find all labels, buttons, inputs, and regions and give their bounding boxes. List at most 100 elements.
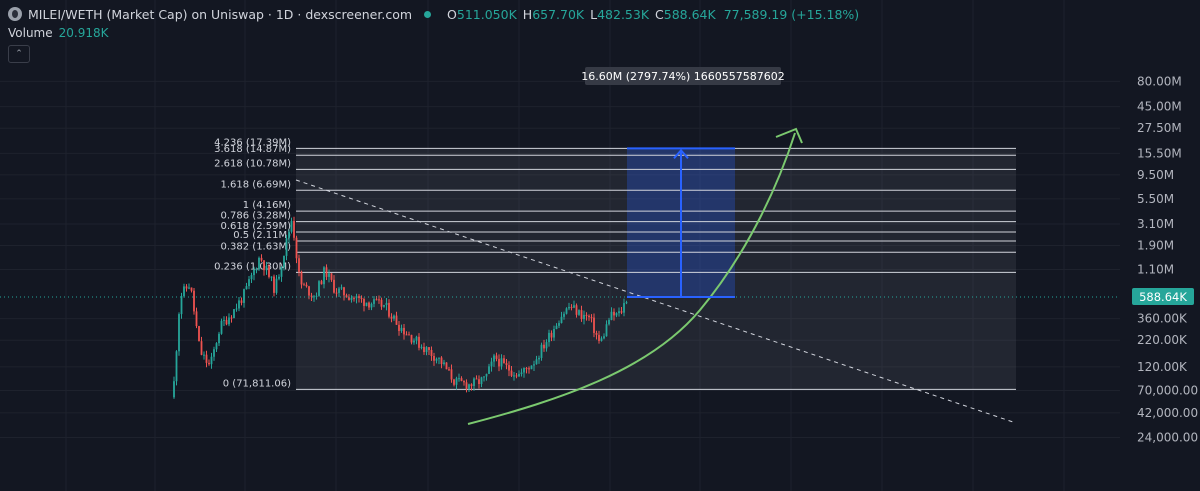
candle-body — [390, 316, 393, 319]
candle-body — [425, 347, 428, 353]
candle-body — [193, 290, 195, 312]
fib-level-label: 2.618 (10.78M) — [214, 158, 291, 169]
price-axis-tick: 27.50M — [1137, 121, 1182, 135]
candle-body — [458, 378, 460, 380]
candle-body — [283, 255, 285, 268]
candle-body — [338, 288, 340, 293]
candle-body — [568, 306, 570, 309]
price-axis-tick: 24,000.00 — [1137, 430, 1198, 444]
candle-body — [600, 338, 603, 341]
candle-body — [473, 378, 475, 386]
candle-body — [400, 327, 403, 332]
candle-body — [203, 354, 205, 356]
candle-body — [608, 319, 610, 325]
price-axis-tick: 5.50M — [1137, 192, 1174, 206]
downtrend-line[interactable] — [295, 179, 1017, 424]
candle-body — [285, 238, 288, 256]
candle-body — [405, 334, 408, 336]
candle-body — [395, 315, 398, 325]
candle-body — [208, 362, 210, 365]
projection-measure[interactable] — [627, 147, 735, 298]
candle-body — [250, 275, 253, 280]
candle-body — [303, 284, 305, 286]
candle-body — [520, 372, 523, 374]
curve-arrow-head — [775, 127, 803, 144]
candle-body — [535, 359, 538, 365]
ohlc-open-key: O — [447, 6, 457, 22]
candle-body — [175, 351, 178, 382]
candle-body — [480, 377, 483, 385]
fib-level-label: 0.382 (1.63M) — [220, 241, 291, 252]
price-axis-tick: 80.00M — [1137, 74, 1182, 88]
candle-body — [530, 365, 533, 370]
fib-level-label: 0.236 (1.030M) — [214, 261, 291, 272]
ohlc-high-key: H — [522, 6, 533, 22]
price-axis-tick: 42,000.00 — [1137, 406, 1198, 420]
measure-label-text: 16.60M (2797.74%) 1660557587602 — [581, 70, 784, 83]
symbol-title[interactable]: MILEI/WETH (Market Cap) on Uniswap · 1D … — [28, 6, 413, 22]
candle-body — [413, 340, 415, 343]
candle-body — [245, 286, 248, 290]
candle-body — [305, 284, 308, 287]
candle-body — [478, 379, 480, 385]
collapse-legend-button[interactable]: ⌃ — [8, 45, 30, 63]
candle-body — [328, 273, 330, 277]
candle-body — [468, 384, 470, 389]
candle-body — [225, 319, 228, 325]
fib-level-label: 0.786 (3.28M) — [220, 211, 291, 222]
candle-body — [293, 220, 295, 238]
candle-body — [453, 379, 455, 385]
candle-body — [178, 314, 180, 352]
fib-level-label: 0.5 (2.11M) — [233, 230, 291, 241]
candle-body — [428, 347, 430, 350]
candle-body — [383, 305, 385, 307]
candle-body — [508, 365, 510, 371]
candle-body — [518, 373, 520, 377]
candle-body — [378, 299, 380, 301]
price-axis[interactable]: 80.00M 45.00M 27.50M 15.50M 9.50M 5.50M 3.10M 1… — [1137, 74, 1198, 444]
fib-level-label: 1 (4.16M) — [243, 200, 291, 211]
candle-body — [483, 376, 485, 378]
candle-body — [563, 313, 565, 317]
volume-label: Volume — [8, 26, 53, 40]
candle-body — [183, 286, 185, 297]
candle-body — [588, 315, 590, 318]
candle-body — [555, 325, 558, 330]
candle-body — [585, 314, 588, 316]
candle-body — [580, 310, 583, 320]
candle-body — [233, 309, 235, 318]
candle-body — [398, 324, 400, 332]
candle-body — [265, 266, 268, 271]
candle-body — [498, 358, 500, 367]
candle-body — [325, 267, 328, 277]
candle-body — [345, 295, 348, 298]
candle-body — [540, 344, 543, 358]
measure-label: 16.60M (2797.74%) 1660557587602 — [581, 67, 785, 85]
candle-body — [523, 368, 525, 373]
candle-body — [340, 287, 343, 289]
candle-body — [388, 302, 390, 317]
chart-grid — [0, 0, 1120, 491]
parabolic-curve[interactable] — [467, 132, 796, 425]
ohlc-close-value: 588.64K — [663, 6, 716, 22]
candle-body — [545, 342, 548, 349]
candle-body — [290, 220, 293, 232]
candle-body — [433, 355, 435, 361]
fib-level-label: 0 (71,811.06) — [223, 378, 291, 389]
candle-body — [623, 303, 625, 313]
candle-body — [298, 258, 300, 272]
candle-body — [410, 334, 413, 343]
current-price-badge: 588.64K — [1132, 288, 1194, 305]
candle-body — [373, 299, 375, 304]
candle-body — [370, 303, 373, 308]
candle-body — [173, 381, 175, 398]
candle-body — [485, 373, 488, 377]
candle-body — [418, 336, 420, 348]
volume-legend: Volume 20.918K — [8, 26, 109, 40]
candle-body — [510, 370, 513, 376]
candle-body — [525, 368, 528, 370]
candle-body — [235, 308, 238, 310]
candle-body — [368, 302, 370, 308]
chevron-up-icon: ⌃ — [15, 49, 23, 59]
